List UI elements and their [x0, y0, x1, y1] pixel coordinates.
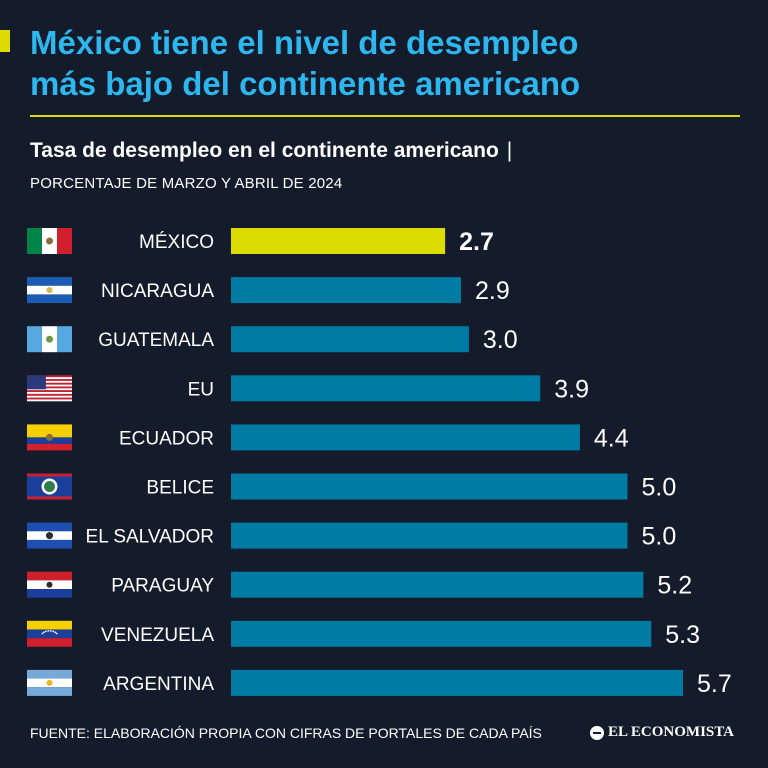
category-label: BELICE	[146, 478, 214, 499]
category-label: GUATEMALA	[98, 330, 214, 351]
chart-title: Tasa de desempleo en el continente ameri…	[30, 139, 512, 163]
category-label: NICARAGUA	[101, 281, 214, 302]
flag-nicaragua-icon	[27, 277, 72, 304]
bar	[231, 326, 469, 353]
accent-square	[0, 30, 10, 52]
chart-subtitle: PORCENTAJE DE MARZO Y ABRIL DE 2024	[30, 175, 343, 192]
flag-paraguay-icon	[27, 571, 72, 598]
bar	[231, 473, 628, 500]
category-label: PARAGUAY	[111, 576, 214, 597]
bar-highlight	[231, 228, 446, 254]
bar	[231, 424, 580, 451]
value-label: 4.4	[594, 424, 629, 452]
bar	[231, 669, 684, 696]
flag-venezuela-icon	[27, 620, 72, 647]
value-label: 5.2	[657, 572, 692, 600]
category-label: ARGENTINA	[103, 674, 214, 695]
flag-belize-icon	[27, 473, 72, 500]
bar	[231, 522, 628, 549]
bar	[231, 375, 541, 402]
category-label: ECUADOR	[119, 428, 214, 449]
bar	[231, 571, 644, 598]
brand-name: EL ECONOMISTA	[608, 724, 734, 740]
flag-ecuador-icon	[27, 424, 72, 451]
value-label: 3.0	[483, 326, 518, 354]
value-label: 2.7	[459, 228, 494, 256]
headline: México tiene el nivel de desempleo más b…	[30, 22, 750, 104]
source-note: FUENTE: ELABORACIÓN PROPIA CON CIFRAS DE…	[30, 725, 542, 741]
headline-line-1: México tiene el nivel de desempleo	[30, 24, 579, 61]
flag-usa-icon	[27, 375, 72, 402]
value-label: 5.0	[642, 523, 677, 551]
value-label: 5.3	[665, 621, 700, 649]
title-separator: |	[506, 139, 513, 162]
value-label: 5.0	[642, 474, 677, 502]
category-label: EU	[188, 379, 214, 400]
divider	[30, 115, 740, 117]
headline-line-2: más bajo del continente americano	[30, 65, 581, 102]
category-label: VENEZUELA	[101, 625, 214, 646]
flag-guatemala-icon	[27, 326, 72, 353]
flag-el-salvador-icon	[27, 522, 72, 549]
flag-mexico-icon	[27, 228, 72, 254]
category-label: EL SALVADOR	[86, 527, 214, 548]
value-label: 3.9	[554, 375, 589, 403]
bar	[231, 620, 652, 647]
value-label: 5.7	[697, 670, 732, 698]
category-label: MÉXICO	[139, 232, 214, 253]
flag-argentina-icon	[27, 669, 72, 696]
chart-title-text: Tasa de desempleo en el continente ameri…	[30, 139, 499, 162]
value-label: 2.9	[475, 277, 510, 305]
brand-mark-icon	[590, 725, 604, 740]
brand-logo: EL ECONOMISTA	[590, 724, 734, 741]
bar	[231, 277, 461, 304]
